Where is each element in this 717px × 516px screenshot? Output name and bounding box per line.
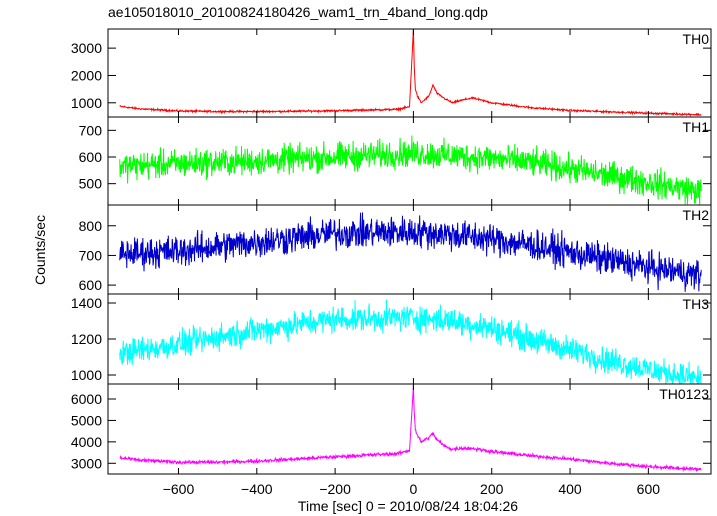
panel-label-th3: TH3	[683, 296, 710, 312]
x-tick-label: 200	[480, 481, 504, 497]
y-tick-label: 500	[79, 176, 103, 192]
series-line-th1	[119, 135, 702, 205]
y-tick-label: 700	[79, 122, 103, 138]
series-line-th0123	[119, 384, 702, 473]
y-tick-label: 4000	[71, 434, 102, 450]
panel-label-th2: TH2	[683, 207, 710, 223]
y-tick-label: 600	[79, 277, 103, 293]
y-tick-label: 1000	[71, 367, 102, 383]
y-tick-label: 1400	[71, 295, 102, 311]
y-tick-label: 800	[79, 218, 103, 234]
y-tick-label: 1200	[71, 331, 102, 347]
x-tick-label: 600	[637, 481, 661, 497]
y-axis-label: Counts/sec	[32, 215, 48, 285]
y-tick-label: 5000	[71, 412, 102, 428]
panel-label-th1: TH1	[683, 119, 710, 135]
y-tick-label: 700	[79, 247, 103, 263]
series-line-th2	[119, 212, 702, 292]
series-line-th0	[119, 29, 702, 117]
y-tick-label: 2000	[71, 67, 102, 83]
x-tick-label: 400	[558, 481, 582, 497]
panel-label-th0123: TH0123	[659, 386, 709, 402]
x-axis-label: Time [sec] 0 = 2010/08/24 18:04:26	[298, 498, 518, 514]
x-tick-label: 0	[410, 481, 418, 497]
chart-title: ae105018010_20100824180426_wam1_trn_4ban…	[108, 4, 488, 20]
y-tick-label: 1000	[71, 95, 102, 111]
series-line-th3	[119, 299, 702, 384]
x-tick-label: −400	[241, 481, 273, 497]
x-tick-label: −200	[319, 481, 351, 497]
y-tick-label: 600	[79, 149, 103, 165]
y-tick-label: 3000	[71, 40, 102, 56]
panel-frame-th0123	[107, 383, 712, 475]
y-tick-label: 3000	[71, 455, 102, 471]
panel-label-th0: TH0	[683, 31, 710, 47]
y-tick-label: 6000	[71, 391, 102, 407]
x-tick-label: −600	[163, 481, 195, 497]
